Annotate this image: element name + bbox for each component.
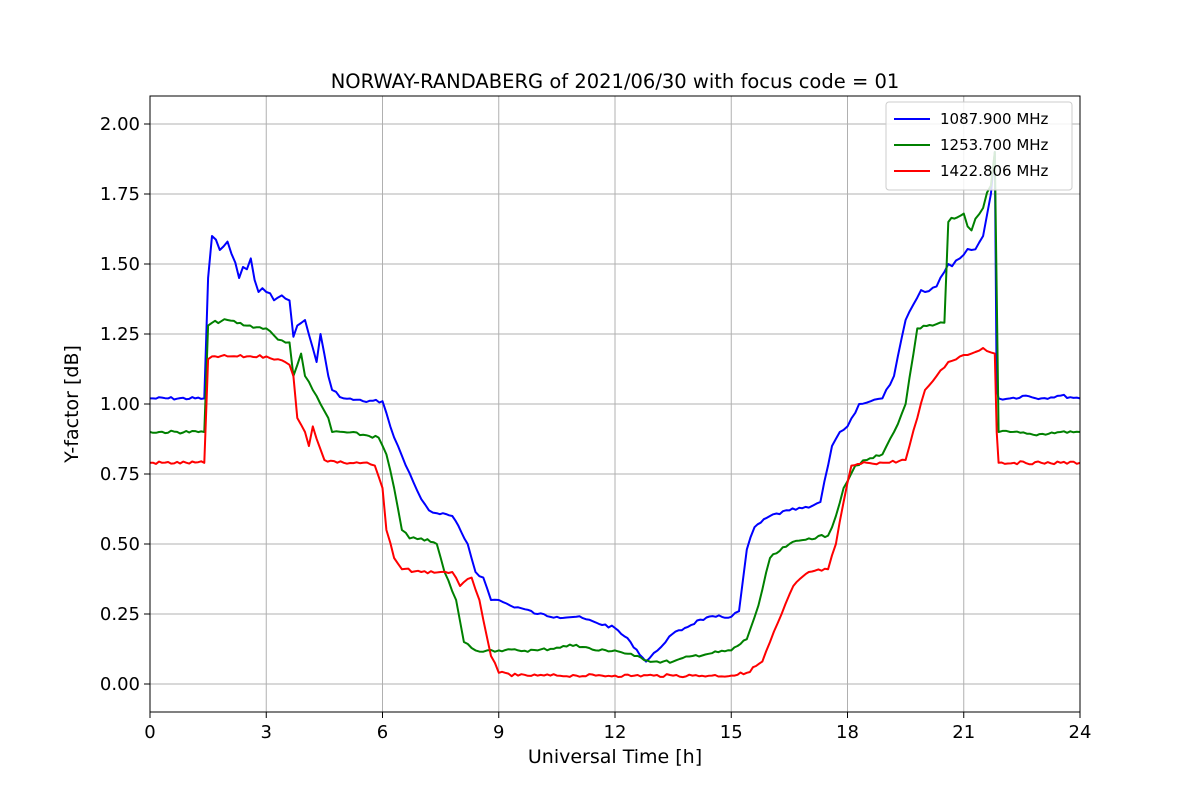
chart-title: NORWAY-RANDABERG of 2021/06/30 with focu… <box>331 70 900 93</box>
y-tick-label: 1.75 <box>100 184 140 205</box>
series-line-1 <box>150 151 1080 663</box>
y-tick-label: 0.00 <box>100 674 140 695</box>
x-tick-label: 9 <box>493 722 504 743</box>
y-tick-label: 2.00 <box>100 114 140 135</box>
x-tick-label: 12 <box>604 722 627 743</box>
y-tick-label: 1.25 <box>100 324 140 345</box>
x-tick-label: 21 <box>952 722 975 743</box>
legend-box <box>885 101 1073 191</box>
x-tick-label: 15 <box>720 722 743 743</box>
x-tick-label: 18 <box>836 722 859 743</box>
y-axis-label: Y-factor [dB] <box>61 345 83 464</box>
x-tick-label: 24 <box>1069 722 1092 743</box>
x-tick-label: 6 <box>377 722 388 743</box>
series-line-3 <box>150 347 1080 679</box>
y-tick-label: 0.75 <box>100 464 140 485</box>
x-axis-label: Universal Time [h] <box>528 746 702 768</box>
legend-entry-label: 1087.900 MHz <box>940 110 1049 128</box>
y-tick-label: 1.00 <box>100 394 140 415</box>
legend-entry-label: 1422.806 MHz <box>940 162 1049 180</box>
y-tick-label: 1.50 <box>100 254 140 275</box>
series-line-2 <box>150 151 1080 664</box>
plot-series <box>150 151 1080 679</box>
x-tick-label: 0 <box>144 722 155 743</box>
y-tick-label: 0.25 <box>100 604 140 625</box>
legend: 1087.900 MHz 1253.700 MHz 1422.806 MHz <box>885 101 1073 191</box>
legend-entry-label: 1253.700 MHz <box>940 136 1049 154</box>
y-tick-label: 0.50 <box>100 534 140 555</box>
axis-ticks: 0 3 6 9 12 15 18 21 24 0.00 0.25 0.50 0.75 1.00 1.25 1.… <box>100 114 1092 743</box>
x-tick-label: 3 <box>261 722 272 743</box>
